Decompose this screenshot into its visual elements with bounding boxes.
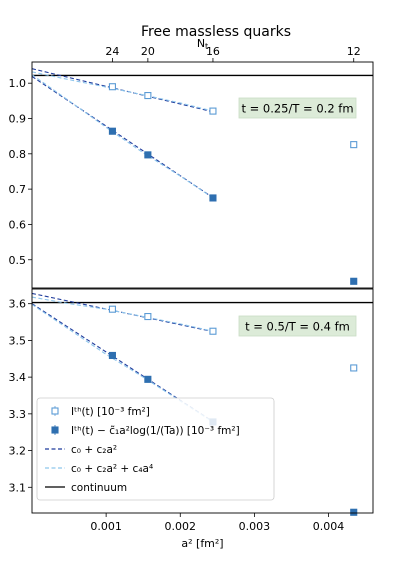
top-panel: t = 0.25/T = 0.2 fm 0.5 0.6 0.7 0.8 0.9 1.0 bbox=[9, 61, 374, 289]
legend-label: c₀ + c₂a² + c₄a⁴ bbox=[71, 463, 153, 475]
y-tick-label: 0.8 bbox=[9, 148, 27, 161]
annotation-label: t = 0.5/T = 0.4 fm bbox=[245, 320, 350, 334]
top-axis-label: Nt bbox=[197, 37, 208, 51]
open-square-marker bbox=[209, 107, 217, 115]
y-tick-label: 0.9 bbox=[9, 113, 27, 126]
y-tick-label: 0.6 bbox=[9, 218, 27, 231]
x-tick-label: 0.003 bbox=[239, 520, 271, 533]
filled-square-marker bbox=[350, 277, 358, 285]
open-square-marker bbox=[350, 364, 358, 372]
legend: Iᵗʰ(t) [10⁻³ fm²] Iᵗʰ(t) − c̃₁a²log(1/(Ta… bbox=[36, 397, 275, 501]
legend-label: c₀ + c₂a² bbox=[71, 444, 117, 456]
chart-title: Free massless quarks bbox=[141, 24, 291, 40]
top-tick-label: 16 bbox=[206, 45, 220, 58]
open-square-marker bbox=[108, 83, 116, 91]
y-tick-label: 3.6 bbox=[9, 298, 27, 311]
x-axis-label: a² [fm²] bbox=[181, 537, 223, 550]
y-tick-label: 3.2 bbox=[9, 445, 27, 458]
x-tick-label: 0.004 bbox=[313, 520, 345, 533]
annotation-box bbox=[238, 315, 357, 337]
legend-filled-square bbox=[51, 426, 59, 434]
open-square-marker bbox=[209, 327, 217, 335]
panel-frame bbox=[31, 61, 374, 289]
panel-frame bbox=[31, 288, 374, 514]
y-tick-label: 0.5 bbox=[9, 254, 27, 267]
fit-quartic-line bbox=[31, 74, 214, 199]
top-tick-label: 12 bbox=[347, 45, 361, 58]
y-tick-label: 0.7 bbox=[9, 183, 27, 196]
open-square-marker bbox=[144, 312, 152, 321]
y-tick-label: 3.5 bbox=[9, 334, 27, 347]
filled-square-marker bbox=[108, 127, 116, 135]
annotation-label: t = 0.25/T = 0.2 fm bbox=[241, 102, 353, 116]
bottom-panel: t = 0.5/T = 0.4 fm 3.1 3.2 3.3 3.4 3.5 3.6 bbox=[9, 288, 374, 517]
filled-square-marker bbox=[108, 351, 116, 360]
open-square-marker bbox=[144, 91, 152, 100]
fit-quartic-line bbox=[31, 71, 214, 112]
fit-quadratic-line bbox=[31, 303, 214, 423]
fit-quartic-line bbox=[31, 296, 214, 332]
filled-square-marker bbox=[350, 508, 358, 516]
y-tick-label: 3.1 bbox=[9, 481, 27, 494]
open-square-marker bbox=[350, 141, 358, 149]
x-tick-label: 0.001 bbox=[90, 520, 122, 533]
top-tick-label: 24 bbox=[105, 45, 119, 58]
top-nt-axis: 24 20 16 12 Nt bbox=[105, 37, 361, 62]
open-square-marker bbox=[108, 305, 116, 313]
legend-label: Iᵗʰ(t) [10⁻³ fm²] bbox=[71, 406, 150, 418]
y-tick-label: 1.0 bbox=[9, 77, 27, 90]
legend-open-square bbox=[51, 407, 59, 415]
annotation-box bbox=[238, 97, 357, 119]
filled-square-marker bbox=[144, 151, 152, 159]
top-tick-label: 20 bbox=[141, 45, 155, 58]
legend-label: continuum bbox=[71, 482, 127, 494]
x-tick-label: 0.002 bbox=[165, 520, 197, 533]
y-tick-label: 3.4 bbox=[9, 371, 27, 384]
fit-quadratic-line bbox=[31, 76, 214, 199]
filled-square-marker bbox=[144, 375, 152, 383]
bottom-a2-axis: 0.001 0.002 0.003 0.004 a² [fm²] bbox=[90, 520, 344, 550]
y-tick-label: 3.3 bbox=[9, 408, 27, 421]
legend-box bbox=[36, 397, 275, 501]
legend-label: Iᵗʰ(t) − c̃₁a²log(1/(Ta)) [10⁻³ fm²] bbox=[71, 425, 240, 437]
filled-square-marker bbox=[209, 194, 217, 202]
